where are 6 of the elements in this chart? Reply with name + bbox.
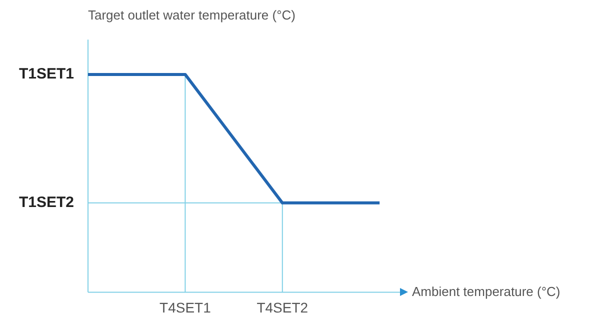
- text: T1SET1: [18, 66, 74, 83]
- x-tick-label: T4SET1: [160, 299, 212, 316]
- ref-line-label: T1SET2: [18, 194, 74, 212]
- text: Ambient temperature (°C): [412, 284, 560, 299]
- y-axis-title: Target outlet water temperature (°C): [88, 7, 296, 22]
- x-tick-label: T4SET2: [256, 299, 308, 316]
